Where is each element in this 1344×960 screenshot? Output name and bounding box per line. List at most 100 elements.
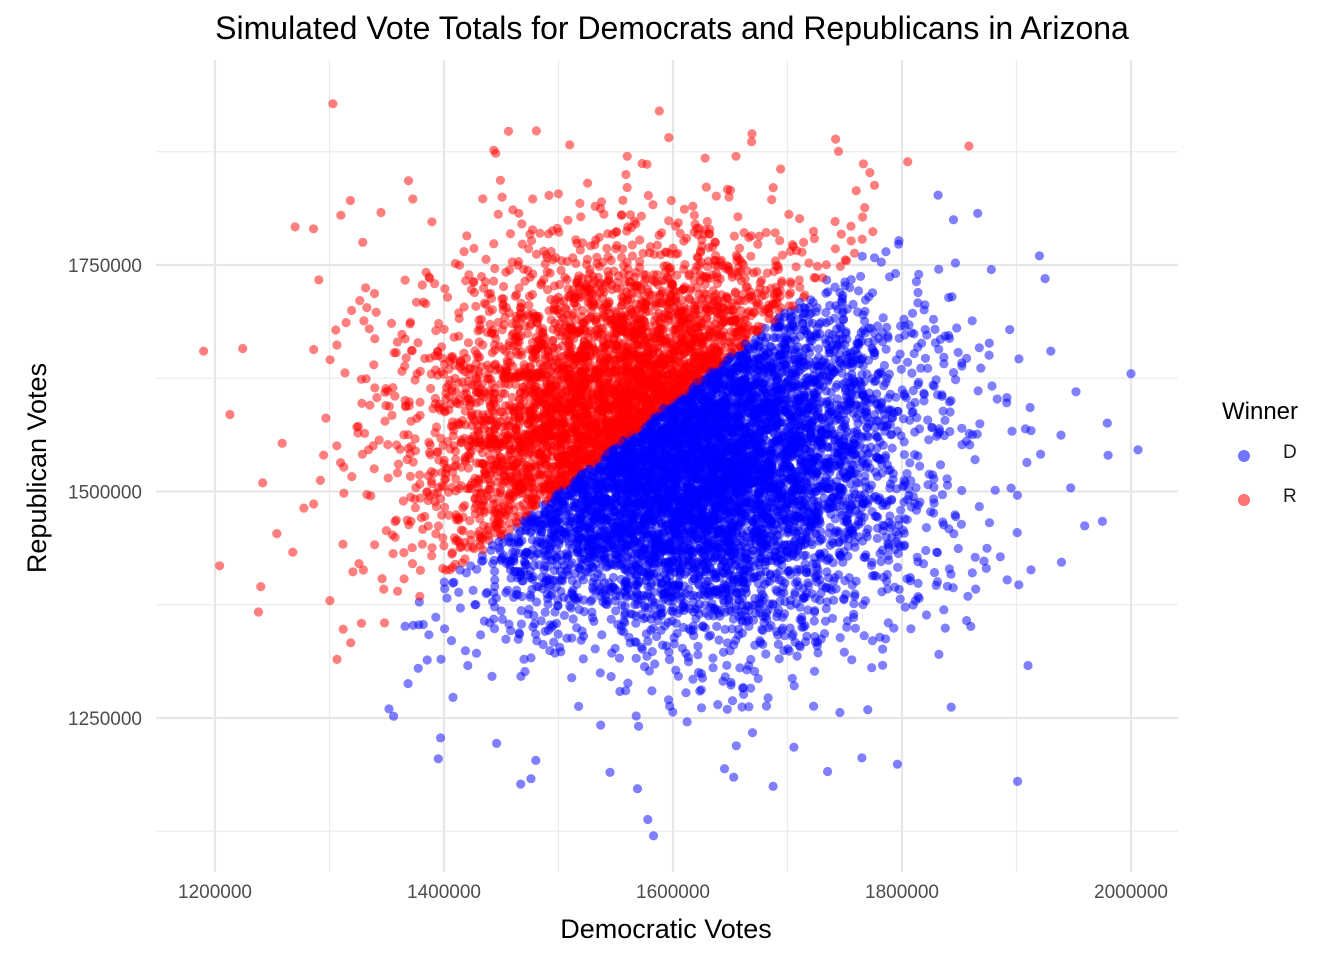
- point-r: [370, 334, 380, 344]
- point-r: [860, 203, 870, 213]
- point-r: [652, 240, 662, 250]
- point-r: [702, 216, 712, 227]
- point-r: [408, 194, 418, 204]
- point-d: [773, 639, 784, 650]
- point-d: [923, 363, 933, 373]
- point-d: [1036, 449, 1046, 459]
- point-d: [957, 485, 967, 496]
- point-r: [440, 502, 450, 512]
- point-d: [682, 717, 692, 727]
- point-r: [830, 244, 841, 254]
- point-d: [921, 523, 932, 533]
- point-d: [934, 344, 944, 354]
- point-r: [321, 413, 331, 423]
- point-d: [664, 647, 674, 657]
- point-r: [358, 237, 368, 247]
- point-r: [439, 541, 449, 551]
- point-d: [939, 605, 949, 615]
- point-r: [495, 175, 505, 185]
- point-d: [471, 648, 482, 658]
- point-d: [722, 660, 732, 671]
- point-r: [369, 360, 379, 370]
- point-r: [451, 474, 461, 484]
- point-r: [830, 216, 840, 227]
- point-d: [708, 653, 718, 663]
- point-d: [883, 618, 893, 628]
- point-r: [531, 126, 542, 136]
- point-r: [481, 254, 491, 264]
- point-d: [930, 324, 940, 334]
- point-d: [867, 288, 878, 298]
- point-r: [553, 189, 564, 199]
- point-r: [469, 287, 480, 298]
- point-r: [459, 302, 469, 312]
- point-r: [358, 565, 368, 575]
- point-d: [847, 655, 857, 665]
- point-r: [603, 266, 613, 276]
- point-r: [415, 565, 425, 576]
- point-d: [842, 622, 852, 632]
- point-d: [971, 584, 981, 594]
- point-r: [562, 256, 572, 266]
- point-r: [617, 252, 627, 262]
- point-d: [647, 686, 657, 696]
- point-r: [481, 299, 491, 310]
- point-d: [568, 614, 578, 624]
- point-r: [679, 204, 690, 214]
- point-d: [498, 614, 508, 625]
- point-r: [369, 288, 380, 299]
- point-d: [835, 633, 845, 643]
- point-d: [448, 692, 458, 703]
- point-d: [643, 636, 653, 646]
- point-d: [934, 424, 944, 434]
- point-r: [690, 219, 700, 229]
- point-r: [672, 270, 682, 280]
- point-d: [1014, 354, 1024, 364]
- point-d: [910, 450, 920, 460]
- point-d: [536, 616, 546, 626]
- point-d: [708, 663, 718, 673]
- point-d: [883, 393, 894, 403]
- point-r: [387, 410, 397, 420]
- point-d: [540, 607, 550, 618]
- point-d: [974, 501, 984, 512]
- point-d: [928, 314, 939, 324]
- point-r: [507, 392, 517, 402]
- point-d: [1002, 398, 1012, 408]
- point-d: [844, 573, 854, 583]
- point-r: [636, 211, 647, 221]
- point-d: [1102, 418, 1112, 428]
- point-d: [809, 666, 820, 676]
- point-r: [770, 228, 780, 238]
- point-r: [679, 236, 689, 246]
- point-r: [331, 325, 341, 335]
- point-r: [362, 303, 372, 313]
- point-d: [907, 308, 918, 318]
- point-d: [882, 576, 892, 587]
- point-r: [383, 473, 393, 483]
- point-d: [935, 460, 946, 470]
- point-r: [393, 459, 404, 469]
- point-d: [553, 629, 563, 639]
- point-r: [434, 318, 444, 329]
- point-d: [937, 490, 948, 500]
- point-d: [657, 640, 668, 650]
- point-r: [391, 515, 401, 525]
- point-r: [377, 574, 387, 584]
- point-r: [747, 137, 757, 147]
- point-r: [722, 184, 733, 194]
- point-d: [801, 550, 811, 561]
- point-d: [934, 264, 944, 274]
- point-r: [442, 292, 453, 302]
- point-r: [360, 428, 370, 438]
- point-d: [774, 654, 784, 664]
- point-d: [565, 601, 575, 611]
- point-r: [355, 296, 365, 306]
- point-d: [714, 635, 724, 645]
- point-d: [753, 673, 763, 684]
- point-d: [463, 660, 473, 671]
- point-d: [915, 461, 925, 471]
- point-r: [354, 559, 364, 569]
- point-r: [711, 191, 721, 201]
